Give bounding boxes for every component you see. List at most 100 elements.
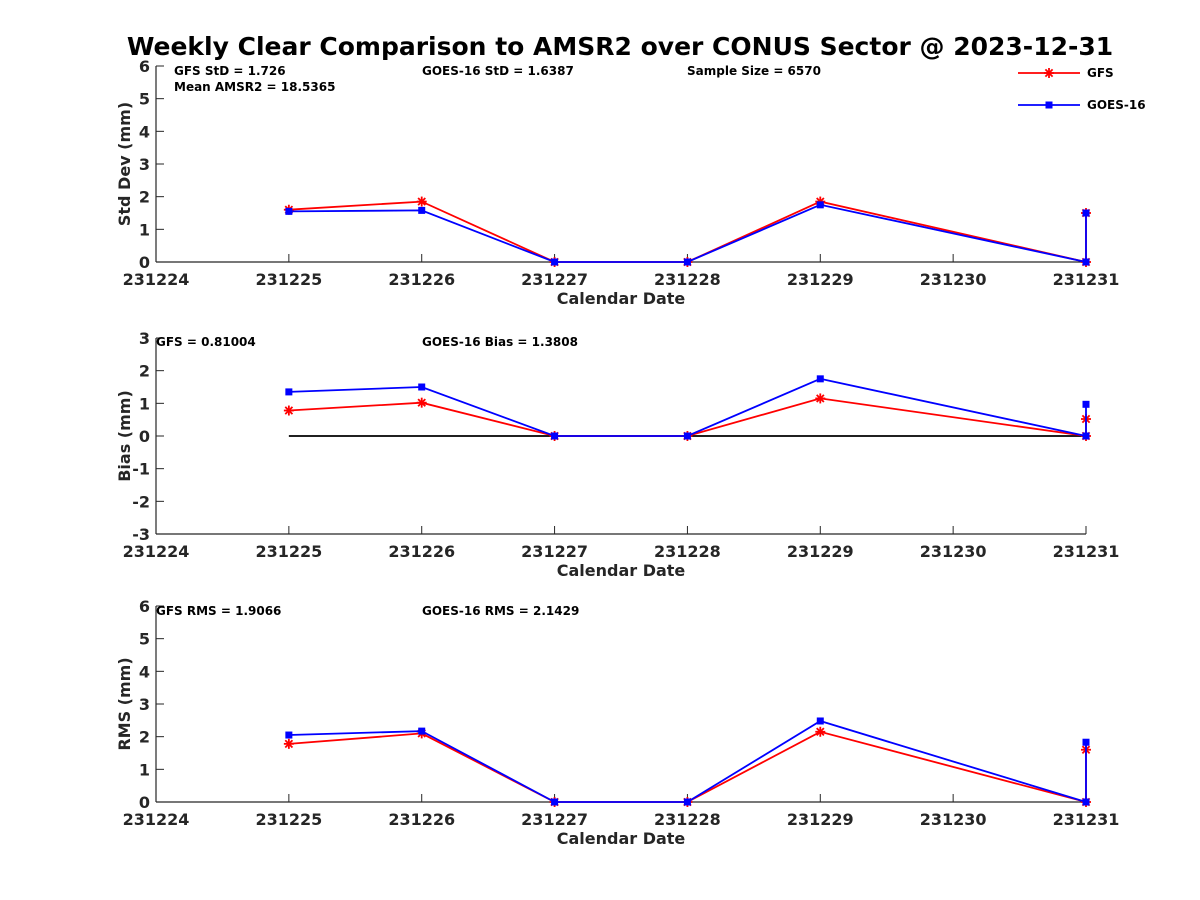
figure-title: Weekly Clear Comparison to AMSR2 over CO… — [127, 32, 1113, 61]
legend: GFS GOES-16 — [1018, 66, 1146, 112]
y-tick-label: 0 — [139, 793, 150, 812]
y-tick-label: 1 — [139, 394, 150, 413]
y-tick-label: 6 — [139, 57, 150, 76]
stat-annotation: GFS = 0.81004 — [156, 335, 256, 349]
series-goes-16 — [285, 201, 1090, 266]
x-tick-label: 231230 — [920, 270, 987, 289]
y-tick-label: 6 — [139, 597, 150, 616]
y-tick-label: 2 — [139, 728, 150, 747]
data-point-asterisk — [815, 393, 826, 404]
x-tick-label: 231228 — [654, 810, 721, 829]
x-tick-label: 231225 — [255, 270, 322, 289]
y-tick-label: 3 — [139, 695, 150, 714]
data-point-asterisk — [283, 738, 294, 749]
series-line — [288, 397, 1087, 438]
data-point-square — [418, 727, 426, 735]
x-tick-label: 231227 — [521, 270, 588, 289]
y-tick-label: 2 — [139, 362, 150, 381]
y-axis-label: Std Dev (mm) — [115, 102, 134, 226]
data-point-square — [683, 258, 691, 266]
y-axis-label: RMS (mm) — [115, 657, 134, 750]
x-axis-label: Calendar Date — [557, 561, 686, 580]
data-point-square — [418, 206, 426, 214]
series-goes-16 — [285, 375, 1090, 440]
data-point-square — [1082, 400, 1090, 408]
data-point-square — [1045, 101, 1053, 109]
x-tick-label: 231224 — [123, 542, 190, 561]
x-tick-label: 231228 — [654, 270, 721, 289]
y-tick-label: 2 — [139, 188, 150, 207]
x-axis-label: Calendar Date — [557, 289, 686, 308]
y-axis-label: Bias (mm) — [115, 390, 134, 482]
x-tick-label: 231227 — [521, 810, 588, 829]
stat-annotation: Mean AMSR2 = 18.5365 — [174, 80, 335, 94]
legend-label: GOES-16 — [1087, 98, 1146, 112]
data-point-asterisk — [1044, 68, 1054, 78]
data-point-square — [285, 207, 293, 215]
x-tick-label: 231226 — [388, 270, 455, 289]
stat-annotation: GOES-16 RMS = 2.1429 — [422, 604, 579, 618]
data-point-square — [1082, 738, 1090, 746]
x-axis-label: Calendar Date — [557, 829, 686, 848]
data-point-square — [551, 258, 559, 266]
legend-entry-gfs: GFS — [1018, 66, 1114, 80]
series-line — [288, 720, 1087, 804]
data-point-square — [285, 731, 293, 739]
series-line — [288, 730, 1087, 804]
data-point-square — [683, 432, 691, 440]
y-tick-label: 0 — [139, 253, 150, 272]
stat-annotation: GOES-16 StD = 1.6387 — [422, 64, 574, 78]
y-tick-label: -2 — [132, 492, 150, 511]
x-tick-label: 231224 — [123, 810, 190, 829]
panel-2: -3 -2 -1 0 1 2 3 231224 231225 231226 231227 231228… — [115, 329, 1119, 580]
x-tick-label: 231230 — [920, 542, 987, 561]
y-tick-label: -1 — [132, 460, 150, 479]
data-point-square — [551, 798, 559, 806]
x-tick-label: 231231 — [1053, 270, 1120, 289]
x-tick-label: 231226 — [388, 810, 455, 829]
y-tick-label: 4 — [139, 662, 150, 681]
data-point-square — [816, 201, 824, 209]
data-point-square — [285, 388, 293, 396]
x-tick-label: 231230 — [920, 810, 987, 829]
stat-annotation: GOES-16 Bias = 1.3808 — [422, 335, 578, 349]
x-tick-label: 231225 — [255, 542, 322, 561]
x-tick-label: 231229 — [787, 810, 854, 829]
x-tick-label: 231226 — [388, 542, 455, 561]
series-line — [288, 203, 1087, 264]
x-tick-label: 231225 — [255, 810, 322, 829]
legend-label: GFS — [1087, 66, 1114, 80]
y-tick-label: 3 — [139, 155, 150, 174]
y-tick-label: 5 — [139, 90, 150, 109]
y-tick-label: 0 — [139, 427, 150, 446]
data-point-square — [551, 432, 559, 440]
data-point-square — [816, 717, 824, 725]
data-point-asterisk — [283, 405, 294, 416]
data-point-asterisk — [815, 726, 826, 737]
data-point-asterisk — [416, 397, 427, 408]
data-point-square — [1082, 209, 1090, 217]
y-tick-label: 1 — [139, 760, 150, 779]
series-line — [288, 377, 1087, 438]
y-tick-label: 3 — [139, 329, 150, 348]
data-point-square — [1082, 432, 1090, 440]
panel-3: 0 1 2 3 4 5 6 231224 231225 231226 231227 231228 231… — [115, 597, 1119, 848]
data-point-square — [418, 383, 426, 391]
y-tick-label: 4 — [139, 122, 150, 141]
x-tick-label: 231231 — [1053, 810, 1120, 829]
y-tick-label: -3 — [132, 525, 150, 544]
x-tick-label: 231231 — [1053, 542, 1120, 561]
x-tick-label: 231229 — [787, 270, 854, 289]
x-tick-label: 231228 — [654, 542, 721, 561]
data-point-square — [683, 798, 691, 806]
x-tick-label: 231227 — [521, 542, 588, 561]
stat-annotation: GFS RMS = 1.9066 — [156, 604, 281, 618]
data-point-square — [1082, 258, 1090, 266]
data-point-square — [1082, 798, 1090, 806]
data-point-square — [816, 375, 824, 383]
panel-1: 0 1 2 3 4 5 6 231224 231225 231226 231227 231228 231… — [115, 57, 1119, 308]
x-tick-label: 231224 — [123, 270, 190, 289]
series-goes-16 — [285, 717, 1090, 806]
y-tick-label: 1 — [139, 220, 150, 239]
